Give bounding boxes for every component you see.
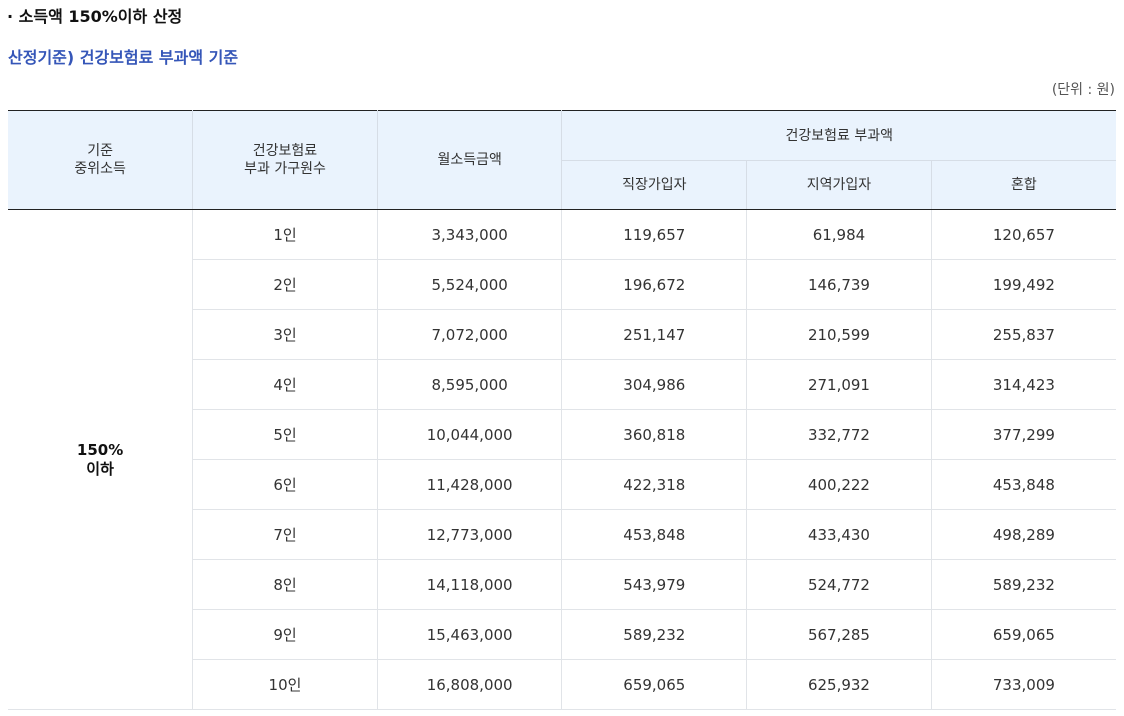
header-household-size-line1: 건강보험료 [252, 143, 318, 159]
monthly-income-cell: 12,773,000 [376, 509, 562, 560]
monthly-income-cell: 5,524,000 [376, 259, 562, 310]
household-size-cell: 9인 [192, 609, 378, 660]
monthly-income-cell: 7,072,000 [376, 309, 562, 360]
header-median-income: 기준 중위소득 [8, 110, 193, 210]
monthly-income-cell: 10,044,000 [376, 409, 562, 460]
regional-premium-cell: 61,984 [746, 209, 932, 260]
household-size-cell: 10인 [192, 659, 378, 710]
table-row: 9인 15,463,000 589,232 567,285 659,065 [8, 609, 1116, 660]
monthly-income-cell: 15,463,000 [376, 609, 562, 660]
header-median-income-line1: 기준 [87, 143, 113, 159]
mixed-premium-cell: 120,657 [930, 209, 1116, 260]
table-body: 150% 이하 1인 3,343,000 119,657 61,984 120,657 2인 5… [8, 209, 1116, 710]
mixed-premium-cell: 314,423 [930, 359, 1116, 410]
table-row: 10인 16,808,000 659,065 625,932 733,009 [8, 659, 1116, 710]
regional-premium-cell: 146,739 [746, 259, 932, 310]
employee-premium-cell: 543,979 [561, 559, 747, 610]
household-size-cell: 3인 [192, 309, 378, 360]
monthly-income-cell: 16,808,000 [376, 659, 562, 710]
household-size-cell: 4인 [192, 359, 378, 410]
regional-premium-cell: 271,091 [746, 359, 932, 410]
employee-premium-cell: 304,986 [561, 359, 747, 410]
household-size-cell: 5인 [192, 409, 378, 460]
employee-premium-cell: 119,657 [561, 209, 747, 260]
monthly-income-cell: 14,118,000 [376, 559, 562, 610]
header-employee: 직장가입자 [561, 160, 747, 210]
household-size-cell: 8인 [192, 559, 378, 610]
employee-premium-cell: 251,147 [561, 309, 747, 360]
header-mixed: 혼합 [930, 160, 1116, 210]
table-header: 기준 중위소득 건강보험료 부과 가구원수 월소득금액 건강보험료 부과액 직장… [8, 110, 1116, 210]
regional-premium-cell: 625,932 [746, 659, 932, 710]
monthly-income-cell: 3,343,000 [376, 209, 562, 260]
table-row: 2인 5,524,000 196,672 146,739 199,492 [8, 259, 1116, 310]
header-household-size-line2: 부과 가구원수 [244, 161, 326, 177]
table-row: 7인 12,773,000 453,848 433,430 498,289 [8, 509, 1116, 560]
header-monthly-income: 월소득금액 [376, 110, 562, 210]
regional-premium-cell: 567,285 [746, 609, 932, 660]
table-row: 8인 14,118,000 543,979 524,772 589,232 [8, 559, 1116, 610]
header-household-size: 건강보험료 부과 가구원수 [192, 110, 378, 210]
employee-premium-cell: 589,232 [561, 609, 747, 660]
mixed-premium-cell: 498,289 [930, 509, 1116, 560]
premium-table: 기준 중위소득 건강보험료 부과 가구원수 월소득금액 건강보험료 부과액 직장… [8, 110, 1116, 710]
mixed-premium-cell: 199,492 [930, 259, 1116, 310]
employee-premium-cell: 659,065 [561, 659, 747, 710]
table-row: 6인 11,428,000 422,318 400,222 453,848 [8, 459, 1116, 510]
household-size-cell: 1인 [192, 209, 378, 260]
mixed-premium-cell: 733,009 [930, 659, 1116, 710]
household-size-cell: 2인 [192, 259, 378, 310]
table-row: 150% 이하 1인 3,343,000 119,657 61,984 120,657 [8, 209, 1116, 710]
household-size-cell: 7인 [192, 509, 378, 560]
section-heading: · 소득액 150%이하 산정 [7, 7, 183, 26]
employee-premium-cell: 453,848 [561, 509, 747, 560]
household-size-cell: 6인 [192, 459, 378, 510]
table-row: 5인 10,044,000 360,818 332,772 377,299 [8, 409, 1116, 460]
group-label-line1: 150% [76, 440, 124, 459]
monthly-income-cell: 8,595,000 [376, 359, 562, 410]
mixed-premium-cell: 659,065 [930, 609, 1116, 660]
header-median-income-line2: 중위소득 [74, 161, 126, 177]
regional-premium-cell: 524,772 [746, 559, 932, 610]
employee-premium-cell: 360,818 [561, 409, 747, 460]
mixed-premium-cell: 255,837 [930, 309, 1116, 360]
monthly-income-cell: 11,428,000 [376, 459, 562, 510]
header-premium-group: 건강보험료 부과액 [561, 110, 1116, 161]
regional-premium-cell: 332,772 [746, 409, 932, 460]
regional-premium-cell: 210,599 [746, 309, 932, 360]
mixed-premium-cell: 453,848 [930, 459, 1116, 510]
mixed-premium-cell: 377,299 [930, 409, 1116, 460]
regional-premium-cell: 433,430 [746, 509, 932, 560]
table-row: 4인 8,595,000 304,986 271,091 314,423 [8, 359, 1116, 410]
employee-premium-cell: 196,672 [561, 259, 747, 310]
criteria-subheading: 산정기준) 건강보험료 부과액 기준 [8, 48, 239, 67]
employee-premium-cell: 422,318 [561, 459, 747, 510]
header-regional: 지역가입자 [746, 160, 932, 210]
table-row: 3인 7,072,000 251,147 210,599 255,837 [8, 309, 1116, 360]
unit-note: (단위 : 원) [1051, 82, 1115, 98]
mixed-premium-cell: 589,232 [930, 559, 1116, 610]
regional-premium-cell: 400,222 [746, 459, 932, 510]
median-income-group-cell: 150% 이하 [8, 209, 193, 710]
group-label-line2: 이하 [86, 459, 114, 478]
